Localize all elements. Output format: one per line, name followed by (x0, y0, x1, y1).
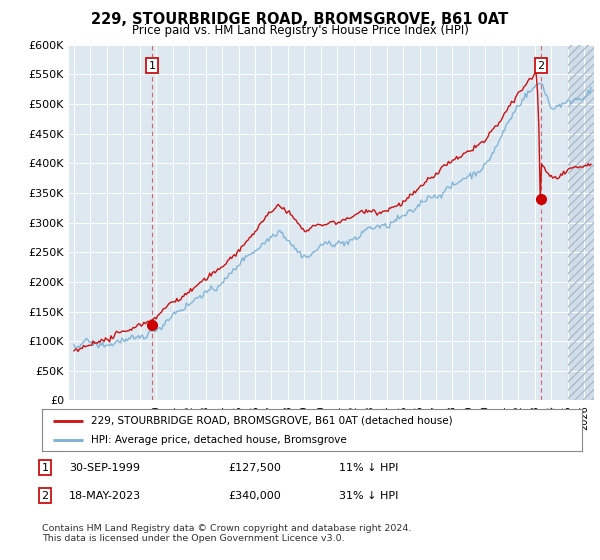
Text: Contains HM Land Registry data © Crown copyright and database right 2024.
This d: Contains HM Land Registry data © Crown c… (42, 524, 412, 543)
Text: 30-SEP-1999: 30-SEP-1999 (69, 463, 140, 473)
Bar (568, 45, 594, 400)
Text: 18-MAY-2023: 18-MAY-2023 (69, 491, 141, 501)
Text: 229, STOURBRIDGE ROAD, BROMSGROVE, B61 0AT: 229, STOURBRIDGE ROAD, BROMSGROVE, B61 0… (91, 12, 509, 27)
Text: 229, STOURBRIDGE ROAD, BROMSGROVE, B61 0AT (detached house): 229, STOURBRIDGE ROAD, BROMSGROVE, B61 0… (91, 416, 452, 426)
Text: 2: 2 (537, 60, 544, 71)
Text: £340,000: £340,000 (228, 491, 281, 501)
Text: 1: 1 (41, 463, 49, 473)
Text: 1: 1 (149, 60, 155, 71)
Text: 31% ↓ HPI: 31% ↓ HPI (339, 491, 398, 501)
Text: 2: 2 (41, 491, 49, 501)
Text: HPI: Average price, detached house, Bromsgrove: HPI: Average price, detached house, Brom… (91, 435, 346, 445)
Text: Price paid vs. HM Land Registry's House Price Index (HPI): Price paid vs. HM Land Registry's House … (131, 24, 469, 36)
Bar (568, 45, 594, 400)
Text: £127,500: £127,500 (228, 463, 281, 473)
Text: 11% ↓ HPI: 11% ↓ HPI (339, 463, 398, 473)
